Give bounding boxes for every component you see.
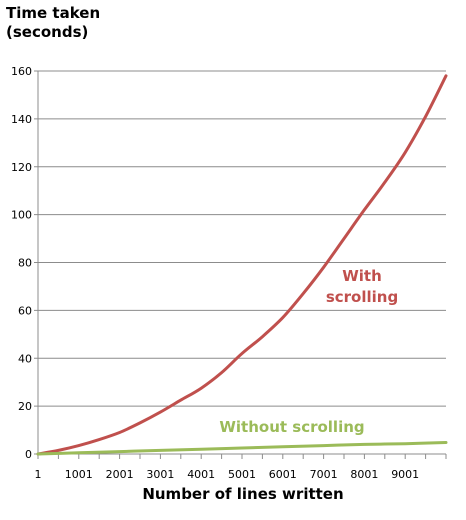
x-axis-title: Number of lines written (142, 485, 344, 503)
y-tick-label: 140 (11, 113, 32, 126)
x-tick-labels: 1 1001 2001 3001 4001 5001 6001 7001 8001 9001 (35, 468, 420, 481)
x-tick-label: 8001 (350, 468, 378, 481)
x-tick-label: 9001 (391, 468, 419, 481)
y-tick-label: 120 (11, 161, 32, 174)
y-tick-label: 60 (18, 304, 32, 317)
x-tick-label: 1 (35, 468, 42, 481)
y-tick-label: 20 (18, 400, 32, 413)
series-label-1-line-0: Without scrolling (219, 418, 364, 436)
y-axis-title: Time taken (seconds) (6, 4, 100, 42)
series-labels: With scrolling Without scrolling (219, 267, 398, 436)
series-label-0-line-0: With (342, 267, 382, 285)
x-tick-label: 6001 (269, 468, 297, 481)
x-tick-label: 3001 (146, 468, 174, 481)
series-lines (36, 74, 448, 456)
x-tick-label: 4001 (187, 468, 215, 481)
x-tick-label: 5001 (228, 468, 256, 481)
y-tick-label: 160 (11, 65, 32, 78)
y-axis-title-line-1: Time taken (6, 4, 101, 22)
y-tick-label: 0 (25, 448, 32, 461)
axes (34, 70, 447, 459)
series-line-1 (36, 441, 448, 456)
y-tick-label: 100 (11, 209, 32, 222)
x-tick-label: 1001 (65, 468, 93, 481)
x-tick-label: 2001 (106, 468, 134, 481)
x-tick-label: 7001 (310, 468, 338, 481)
series-label-0-line-1: scrolling (326, 288, 398, 306)
y-tick-label: 40 (18, 352, 32, 365)
gridlines (38, 70, 446, 407)
y-tick-label: 80 (18, 257, 32, 270)
series-line-0 (36, 74, 448, 456)
y-tick-labels: 0 20 40 60 80 100 120 140 160 (11, 65, 32, 461)
y-axis-title-line-2: (seconds) (6, 23, 89, 41)
